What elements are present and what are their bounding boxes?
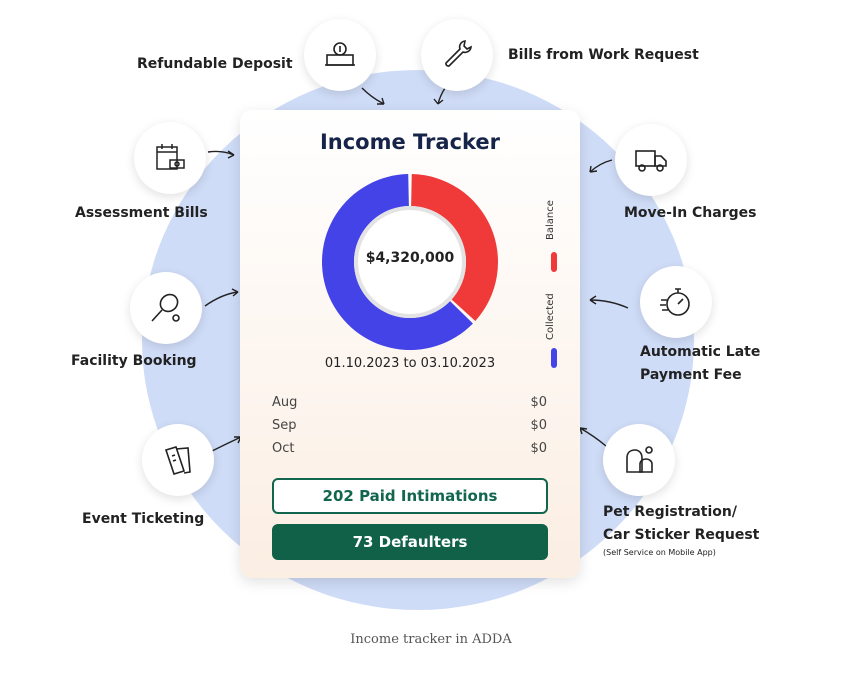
legend-collected: Collected (545, 293, 556, 340)
calendar-bill-icon (134, 122, 206, 194)
month-row: Sep $0 (272, 418, 547, 433)
donut-slice-balance (411, 174, 498, 321)
defaulters-button[interactable]: 73 Defaulters (272, 524, 548, 560)
ticket-icon (142, 424, 214, 496)
caption: Income tracker in ADDA (350, 632, 512, 647)
feature-label: Event Ticketing (82, 511, 205, 527)
cash-icon (304, 19, 376, 91)
card-title: Income Tracker (319, 130, 501, 154)
feature-label: Move-In Charges (624, 205, 757, 221)
label-note: (Self Service on Mobile App) (603, 548, 716, 557)
legend-balance: Balance (545, 200, 556, 240)
income-tracker-card: Income Tracker $4,320,000 01.10.2023 to … (240, 110, 580, 578)
month-row: Aug $0 (272, 395, 547, 410)
month: Oct (272, 441, 295, 456)
date-range: 01.10.2023 to 03.10.2023 (324, 356, 496, 371)
legend-swatch-balance (551, 252, 557, 272)
truck-icon (615, 124, 687, 196)
label-line: Car Sticker Request (603, 527, 760, 543)
pet-icon (603, 424, 675, 496)
tennis-icon (130, 272, 202, 344)
donut-chart (322, 174, 498, 350)
total-amount: $4,320,000 (365, 250, 455, 266)
feature-label: Pet Registration/Car Sticker Request (Sel… (603, 501, 759, 559)
amount: $0 (530, 418, 547, 433)
label-line: Payment Fee (640, 367, 742, 383)
stopwatch-icon (640, 266, 712, 338)
feature-label: Assessment Bills (75, 205, 208, 221)
donut-center (354, 206, 466, 318)
month: Aug (272, 395, 298, 410)
amount: $0 (530, 395, 547, 410)
wrench-icon (421, 19, 493, 91)
amount: $0 (530, 441, 547, 456)
donut-slice-collected (322, 174, 473, 350)
feature-label: Refundable Deposit (137, 56, 293, 72)
month: Sep (272, 418, 297, 433)
feature-label: Automatic Late Payment Fee (640, 341, 760, 387)
label-line: Automatic Late (640, 344, 761, 360)
feature-label: Bills from Work Request (508, 47, 699, 63)
paid-intimations-button[interactable]: 202 Paid Intimations (272, 478, 548, 514)
legend-swatch-collected (551, 348, 557, 368)
feature-label: Facility Booking (71, 353, 197, 369)
month-row: Oct $0 (272, 441, 547, 456)
label-line: Pet Registration/ (603, 504, 737, 520)
